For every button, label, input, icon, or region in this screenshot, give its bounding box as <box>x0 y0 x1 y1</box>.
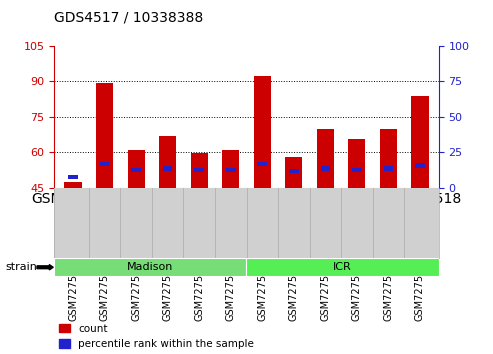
Bar <box>380 129 397 188</box>
Bar <box>194 167 204 172</box>
Bar <box>159 136 176 188</box>
Text: strain: strain <box>5 262 37 272</box>
Bar <box>191 153 208 188</box>
Bar <box>246 258 439 276</box>
Bar <box>317 129 334 188</box>
Bar <box>253 75 271 188</box>
Bar <box>411 96 428 188</box>
Bar <box>65 182 82 188</box>
Bar <box>257 162 267 166</box>
Text: GDS4517 / 10338388: GDS4517 / 10338388 <box>54 11 204 25</box>
Bar <box>348 139 365 188</box>
Bar <box>132 167 141 172</box>
Bar <box>100 162 109 166</box>
Bar <box>289 169 299 173</box>
Bar <box>226 167 236 172</box>
Text: Madison: Madison <box>127 262 174 272</box>
Bar <box>352 167 361 172</box>
Bar <box>320 166 330 171</box>
Bar <box>222 150 240 188</box>
Bar <box>96 82 113 188</box>
Legend: count, percentile rank within the sample: count, percentile rank within the sample <box>60 324 254 349</box>
Bar <box>128 150 145 188</box>
Bar <box>163 166 173 171</box>
Bar <box>285 157 302 188</box>
Bar <box>415 163 424 167</box>
Bar <box>69 175 78 179</box>
Bar <box>54 258 246 276</box>
Text: ICR: ICR <box>333 262 352 272</box>
Bar <box>384 166 393 171</box>
